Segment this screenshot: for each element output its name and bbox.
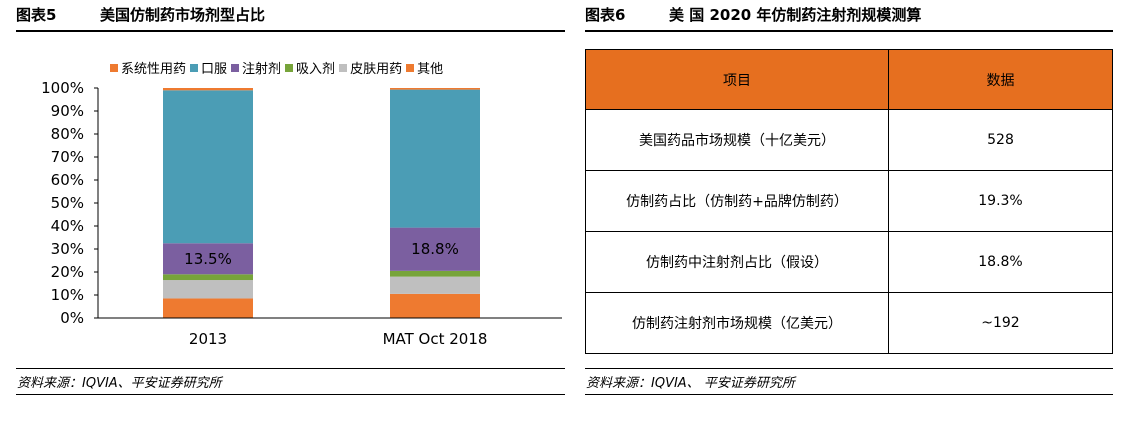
table-header-cell: 数据: [888, 49, 1113, 110]
y-tick-label: 0%: [60, 309, 84, 327]
y-tick-label: 50%: [51, 194, 84, 212]
figure-title-right: 图表6 美 国 2020 年仿制药注射剂规模测算: [585, 4, 921, 25]
legend-label: 其他: [417, 62, 444, 77]
title-rule: [16, 30, 565, 32]
legend-swatch: [285, 63, 294, 72]
y-tick-label: 70%: [51, 148, 84, 166]
source-rule: [16, 368, 565, 369]
bar-segment: [163, 298, 253, 318]
legend-label: 吸入剂: [296, 62, 336, 77]
bar-segment: [390, 270, 480, 277]
figure-number: 图表6: [585, 6, 626, 24]
figure-title-text: 美 国 2020 年仿制药注射剂规模测算: [669, 6, 922, 24]
table-cell: ~192: [888, 292, 1113, 354]
bar-segment: [390, 88, 480, 90]
table-row: 仿制药注射剂市场规模（亿美元） ~192: [585, 292, 1113, 354]
table-row: 仿制药占比（仿制药+品牌仿制药） 19.3%: [585, 170, 1113, 232]
source-note: 资料来源：IQVIA、平安证券研究所: [17, 376, 222, 391]
table-cell: 528: [888, 109, 1113, 171]
chart-legend: 系统性用药 口服 注射剂 吸入剂 皮肤用药 其他: [110, 58, 447, 77]
table-row: 仿制药中注射剂占比（假设） 18.8%: [585, 231, 1113, 293]
bar-segment: [163, 88, 253, 91]
stacked-bar-chart: 0% 10% 20% 30% 40% 50% 60% 70% 80% 90% 100% 13.5% 1…: [41, 79, 562, 348]
source-note: 资料来源：IQVIA、 平安证券研究所: [586, 376, 795, 391]
legend-swatch: [339, 63, 348, 72]
legend-swatch: [231, 63, 240, 72]
legend-item: 系统性用药: [110, 58, 186, 77]
bar-segment: [163, 274, 253, 281]
bar-segment: [390, 89, 480, 228]
y-tick-label: 10%: [51, 286, 84, 304]
data-label: 13.5%: [184, 250, 232, 268]
estimate-table: 项目 数据 美国药品市场规模（十亿美元） 528 仿制药占比（仿制药+品牌仿制药…: [585, 49, 1113, 354]
y-tick-label: 20%: [51, 263, 84, 281]
source-bottom-rule: [16, 394, 565, 395]
table-cell: 仿制药中注射剂占比（假设）: [585, 231, 889, 293]
y-tick-label: 90%: [51, 102, 84, 120]
source-rule: [585, 368, 1113, 369]
title-rule: [585, 30, 1113, 32]
legend-item: 皮肤用药: [339, 58, 402, 77]
figure-title-left: 图表5 美国仿制药市场剂型占比: [16, 4, 265, 25]
bar-segment: [163, 280, 253, 299]
legend-swatch: [110, 63, 118, 72]
table-cell: 仿制药占比（仿制药+品牌仿制药）: [585, 170, 889, 232]
y-tick-label: 60%: [51, 171, 84, 189]
table-cell: 19.3%: [888, 170, 1113, 232]
table-cell: 18.8%: [888, 231, 1113, 293]
bar-segment: [163, 90, 253, 244]
legend-swatch: [190, 63, 199, 72]
x-tick-label: MAT Oct 2018: [383, 330, 488, 348]
figure-number: 图表5: [16, 6, 57, 24]
bar-segment: [390, 227, 480, 271]
y-tick-label: 30%: [51, 240, 84, 258]
bar-segment: [390, 276, 480, 294]
legend-item: 注射剂: [231, 58, 281, 77]
legend-item: 口服: [190, 58, 227, 77]
figure-title-text: 美国仿制药市场剂型占比: [100, 6, 266, 24]
source-bottom-rule: [585, 394, 1113, 395]
y-tick-label: 40%: [51, 217, 84, 235]
table-cell: 美国药品市场规模（十亿美元）: [585, 109, 889, 171]
legend-item: 其他: [406, 58, 443, 77]
data-label: 18.8%: [411, 240, 459, 258]
table-cell: 仿制药注射剂市场规模（亿美元）: [585, 292, 889, 354]
bar-segment: [163, 243, 253, 275]
x-tick-label: 2013: [189, 330, 227, 348]
table-header-cell: 项目: [585, 49, 889, 110]
y-tick-label: 80%: [51, 125, 84, 143]
y-tick-label: 100%: [41, 79, 84, 97]
legend-swatch: [406, 63, 415, 72]
legend-item: 吸入剂: [285, 58, 335, 77]
bar-segment: [390, 293, 480, 318]
legend-label: 系统性用药: [121, 62, 187, 77]
legend-label: 皮肤用药: [350, 62, 403, 77]
table-row: 美国药品市场规模（十亿美元） 528: [585, 109, 1113, 171]
legend-label: 注射剂: [242, 62, 282, 77]
table-header-row: 项目 数据: [585, 49, 1113, 110]
legend-label: 口服: [201, 62, 228, 77]
